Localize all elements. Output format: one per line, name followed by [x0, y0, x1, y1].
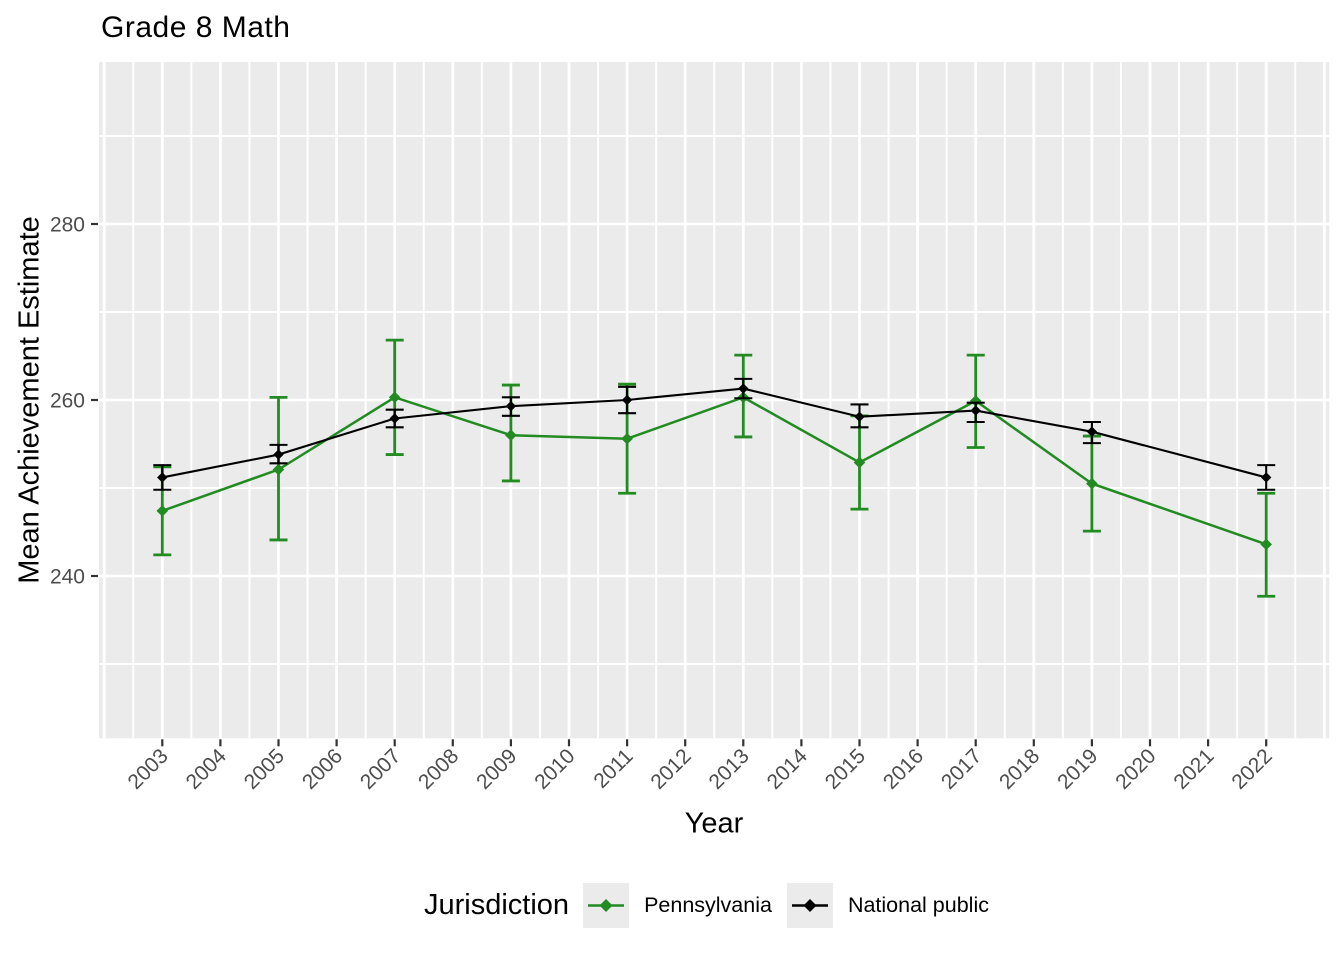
marker-national-public: [854, 411, 865, 422]
marker-national-public: [970, 405, 981, 416]
x-tick-label: 2009: [472, 745, 521, 794]
line-diamond-icon: [791, 899, 828, 912]
x-tick-label: 2020: [1111, 745, 1160, 794]
marker-national-public: [273, 449, 284, 460]
legend-key-pennsylvania: [583, 883, 630, 928]
x-axis-label: Year: [684, 807, 744, 840]
x-tick-label: 2006: [298, 745, 347, 794]
marker-national-public: [1261, 472, 1272, 483]
x-tick-label: 2014: [763, 744, 813, 794]
x-tick-label: 2022: [1227, 745, 1276, 794]
plot-title: Grade 8 Math: [101, 11, 291, 44]
series-line-pennsylvania: [161, 395, 1267, 546]
legend-key-national-public: [786, 883, 833, 928]
y-tick-label: 240: [50, 566, 85, 589]
x-tick-label: 2015: [821, 745, 870, 794]
marker-pennsylvania: [156, 505, 169, 517]
line-diamond-icon: [588, 899, 625, 912]
marker-national-public: [505, 400, 517, 412]
marker-pennsylvania: [505, 429, 517, 441]
y-tick-label: 280: [50, 214, 85, 237]
marker-national-public: [1086, 426, 1098, 437]
x-tick-label: 2017: [937, 745, 986, 794]
legend-label-national-public: National public: [847, 893, 989, 917]
x-tick-label: 2016: [879, 745, 928, 794]
x-tick-label: 2008: [414, 745, 463, 794]
x-tick-label: 2007: [356, 745, 405, 794]
y-axis-label: Mean Achievement Estimate: [13, 216, 46, 584]
marker-pennsylvania: [388, 391, 401, 404]
x-tick-label: 2013: [705, 745, 754, 794]
series-line-national-public: [162, 387, 1267, 479]
x-tick-label: 2003: [124, 745, 173, 794]
x-tick-label: 2011: [589, 745, 637, 793]
marker-pennsylvania: [853, 456, 866, 469]
marker-national-public: [389, 413, 400, 424]
marker-pennsylvania: [969, 395, 982, 407]
marker-pennsylvania: [272, 463, 285, 476]
y-tick-label: 260: [50, 390, 85, 413]
marker-pennsylvania: [1260, 538, 1272, 551]
x-tick-label: 2018: [995, 745, 1044, 794]
legend: Jurisdiction Pennsylvania National publi…: [0, 883, 1344, 928]
marker-national-public: [621, 394, 633, 406]
legend-title: Jurisdiction: [424, 889, 570, 921]
x-tick-label: 2021: [1169, 745, 1218, 794]
x-tick-label: 2010: [530, 745, 579, 794]
marker-pennsylvania: [621, 432, 633, 445]
x-tick-label: 2012: [646, 745, 695, 794]
marker-national-public: [738, 383, 749, 394]
marker-pennsylvania: [1086, 477, 1098, 490]
marker-national-public: [157, 472, 168, 483]
legend-label-pennsylvania: Pennsylvania: [644, 893, 772, 917]
x-tick-label: 2005: [240, 745, 289, 794]
x-tick-label: 2004: [182, 744, 232, 794]
x-tick-label: 2019: [1053, 745, 1102, 794]
